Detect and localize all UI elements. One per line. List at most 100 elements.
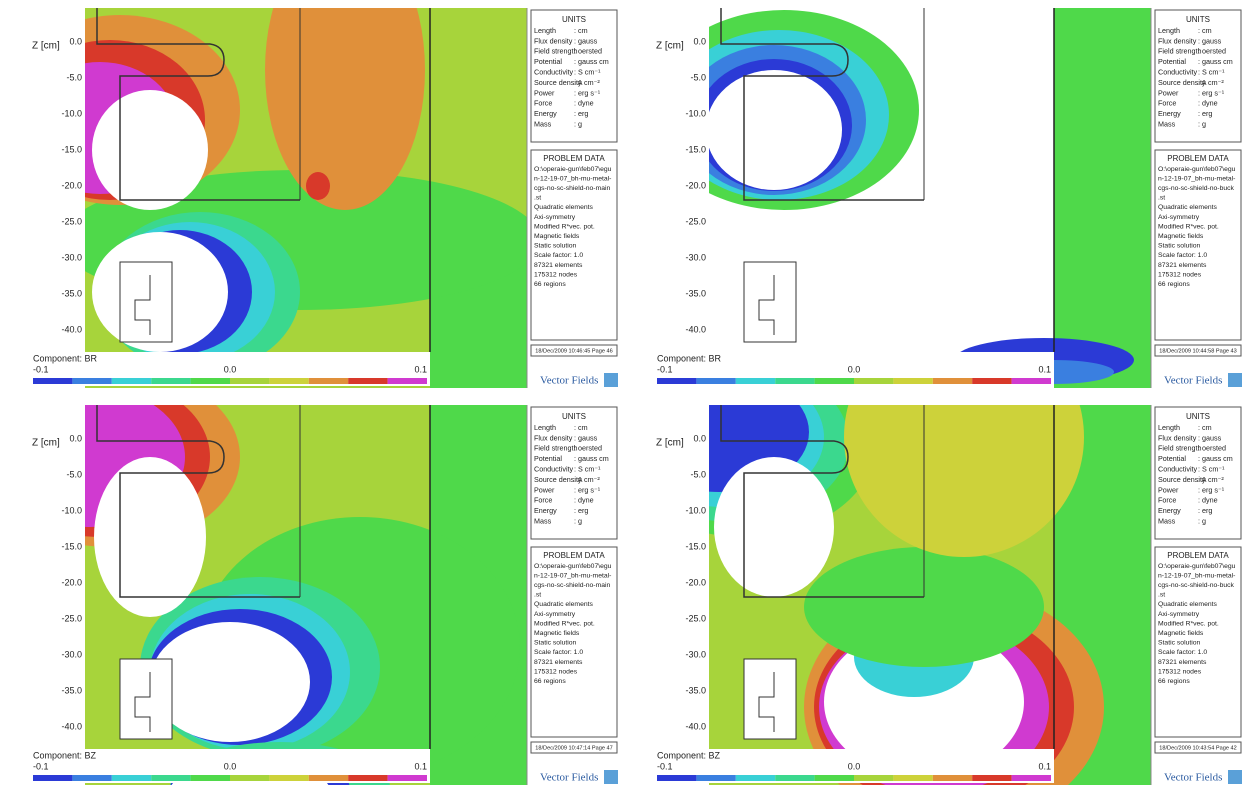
units-value: : g: [1198, 120, 1206, 129]
colorbar-label: 0.1: [1038, 364, 1051, 374]
problem-line: Static solution: [1158, 640, 1201, 647]
field-plot: [709, 8, 1151, 388]
units-name: Flux density: [1158, 36, 1197, 45]
colorbar-segment: [33, 775, 73, 781]
axis-label: Z [cm]: [32, 438, 60, 449]
problem-box: [1154, 149, 1242, 341]
problem-line: .st: [534, 592, 541, 599]
colorbar-segment: [387, 775, 427, 781]
component-label: Component: BR: [657, 353, 722, 363]
y-tick-label: 0.0: [693, 36, 706, 46]
field-band: [804, 547, 1044, 667]
problem-line: n-12-19-07_bh-mu-metal-: [1158, 175, 1235, 182]
y-tick-label: -25.0: [685, 613, 706, 623]
problem-line: Quadratic elements: [534, 204, 594, 211]
colorbar-label: -0.1: [33, 364, 49, 374]
problem-line: Modified R*vec. pot.: [1158, 620, 1219, 627]
units-value: : S cm⁻¹: [574, 68, 601, 77]
electrode-outline: [96, 8, 300, 201]
units-value: : erg: [1198, 109, 1212, 118]
units-value: : g: [574, 517, 582, 526]
y-tick-label: -10.0: [61, 505, 82, 515]
colorbar-label: 0.0: [848, 364, 861, 374]
colorbar-segment: [657, 775, 697, 781]
colorbar-segment: [657, 378, 697, 384]
colorbar-segment: [348, 775, 388, 781]
lower-part-slot: [758, 275, 775, 335]
logo: Vector Fields: [540, 772, 598, 784]
units-name: Field strength: [534, 444, 578, 453]
units-name: Length: [534, 423, 556, 432]
colorbar-segment: [893, 378, 933, 384]
electrode-outline: [720, 405, 924, 598]
lower-part-slot: [134, 672, 151, 732]
colorbar-segment: [72, 775, 112, 781]
problem-line: 66 regions: [534, 678, 566, 685]
units-box: [530, 9, 618, 143]
colorbar-label: 0.1: [1038, 761, 1051, 771]
colorbar-segment: [190, 378, 230, 384]
units-value: : S cm⁻¹: [574, 465, 601, 474]
timestamp-box: [1154, 344, 1242, 357]
problem-line: 87321 elements: [1158, 262, 1207, 269]
units-value: : oersted: [574, 47, 602, 56]
units-name: Field strength: [534, 47, 578, 56]
colorbar-label: -0.1: [657, 761, 673, 771]
units-name: Length: [1158, 423, 1180, 432]
units-value: : erg s⁻¹: [574, 88, 601, 97]
problem-title: PROBLEM DATA: [543, 551, 605, 560]
colorbar-label: 0.0: [848, 761, 861, 771]
field-band: [92, 90, 208, 210]
units-name: Force: [534, 99, 552, 108]
y-tick-label: -40.0: [61, 721, 82, 731]
units-title: UNITS: [562, 412, 586, 421]
timestamp: 18/Dec/2009 10:46:45 Page 46: [535, 348, 612, 354]
colorbar-segment: [775, 378, 815, 384]
units-value: : oersted: [574, 444, 602, 453]
units-value: : erg s⁻¹: [1198, 88, 1225, 97]
problem-line: n-12-19-07_bh-mu-metal-: [534, 175, 611, 182]
field-band: [844, 405, 1084, 557]
y-tick-label: -40.0: [685, 324, 706, 334]
units-name: Energy: [1158, 506, 1181, 515]
units-name: Conductivity: [534, 68, 574, 77]
problem-line: 175312 nodes: [1158, 271, 1202, 278]
units-name: Energy: [1158, 109, 1181, 118]
units-name: Mass: [1158, 120, 1176, 129]
units-value: : erg: [574, 506, 588, 515]
units-box: [1154, 9, 1242, 143]
units-value: : erg: [574, 109, 588, 118]
logo: Vector Fields: [1164, 375, 1222, 387]
problem-line: 87321 elements: [534, 262, 583, 269]
problem-line: cgs-no-sc-shield-no-main: [534, 185, 611, 192]
units-name: Potential: [534, 454, 562, 463]
problem-title: PROBLEM DATA: [543, 154, 605, 163]
problem-line: Magnetic fields: [534, 233, 580, 240]
colorbar-segment: [308, 775, 349, 781]
problem-box: [530, 546, 618, 738]
y-tick-label: -40.0: [685, 721, 706, 731]
colorbar-segment: [72, 378, 112, 384]
colorbar-segment: [932, 378, 973, 384]
colorbar-segment: [151, 775, 191, 781]
colorbar-label: 0.1: [414, 761, 427, 771]
units-name: Force: [534, 496, 552, 505]
colorbar-label: -0.1: [33, 761, 49, 771]
units-value: : erg s⁻¹: [574, 485, 601, 494]
units-value: : gauss: [1198, 433, 1222, 442]
problem-line: O:\operaie-gun\feb07\egu: [1158, 563, 1236, 570]
field-plot: [85, 8, 527, 388]
units-name: Field strength: [1158, 47, 1202, 56]
y-tick-label: -35.0: [685, 288, 706, 298]
colorbar-segment: [854, 378, 894, 384]
units-name: Source density: [1158, 475, 1206, 484]
problem-line: Scale factor: 1.0: [1158, 252, 1207, 259]
field-region: [1054, 8, 1151, 388]
colorbar-segment: [893, 775, 933, 781]
logo-icon: [1228, 770, 1242, 784]
units-box: [1154, 406, 1242, 540]
colorbar-label: 0.0: [224, 761, 237, 771]
problem-line: 66 regions: [534, 281, 566, 288]
colorbar-segment: [932, 775, 973, 781]
